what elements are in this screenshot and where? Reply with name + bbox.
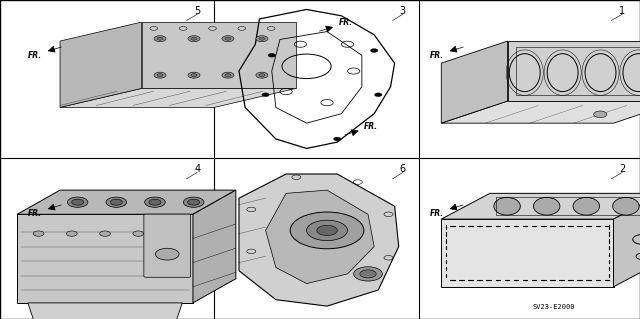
Circle shape xyxy=(154,72,166,78)
Circle shape xyxy=(33,231,44,236)
Circle shape xyxy=(188,199,200,205)
Circle shape xyxy=(133,231,143,236)
Text: FR.: FR. xyxy=(339,18,353,27)
Text: FR.: FR. xyxy=(28,51,42,60)
Circle shape xyxy=(371,49,378,52)
Polygon shape xyxy=(17,190,236,214)
Text: FR.: FR. xyxy=(364,122,378,131)
Circle shape xyxy=(222,72,234,78)
Text: 1: 1 xyxy=(620,6,625,16)
Circle shape xyxy=(156,248,179,260)
Circle shape xyxy=(225,37,231,40)
Polygon shape xyxy=(239,174,399,306)
Circle shape xyxy=(256,36,268,42)
Text: FR.: FR. xyxy=(28,209,42,218)
Circle shape xyxy=(360,270,376,278)
Polygon shape xyxy=(28,303,182,319)
Polygon shape xyxy=(266,190,374,284)
Ellipse shape xyxy=(573,197,600,215)
Polygon shape xyxy=(442,219,614,287)
Text: FR.: FR. xyxy=(430,209,444,218)
Polygon shape xyxy=(193,190,236,303)
Circle shape xyxy=(259,37,265,40)
Circle shape xyxy=(72,199,84,205)
Circle shape xyxy=(67,197,88,207)
Circle shape xyxy=(333,137,341,141)
Polygon shape xyxy=(614,193,640,287)
Ellipse shape xyxy=(494,197,520,215)
Polygon shape xyxy=(442,193,640,219)
Ellipse shape xyxy=(612,197,639,215)
Text: 3: 3 xyxy=(400,6,406,16)
Circle shape xyxy=(268,53,275,57)
Circle shape xyxy=(262,93,269,97)
Circle shape xyxy=(191,37,197,40)
Circle shape xyxy=(157,37,163,40)
Text: 5: 5 xyxy=(194,6,200,16)
Circle shape xyxy=(317,225,337,235)
Circle shape xyxy=(157,74,163,77)
Text: 6: 6 xyxy=(400,164,406,174)
Ellipse shape xyxy=(534,197,560,215)
Text: 2: 2 xyxy=(620,164,625,174)
Polygon shape xyxy=(442,101,640,123)
Circle shape xyxy=(354,267,382,281)
FancyBboxPatch shape xyxy=(144,214,191,277)
Circle shape xyxy=(145,197,165,207)
Circle shape xyxy=(290,212,364,249)
Text: FR.: FR. xyxy=(430,51,444,60)
Circle shape xyxy=(374,93,382,97)
Text: 4: 4 xyxy=(194,164,200,174)
Circle shape xyxy=(67,231,77,236)
Circle shape xyxy=(188,36,200,42)
Circle shape xyxy=(188,72,200,78)
Circle shape xyxy=(166,231,177,236)
Polygon shape xyxy=(141,22,296,88)
Circle shape xyxy=(110,199,122,205)
Circle shape xyxy=(256,72,268,78)
Text: SV23-E2000: SV23-E2000 xyxy=(532,304,575,310)
Circle shape xyxy=(259,74,265,77)
Polygon shape xyxy=(508,41,640,101)
Circle shape xyxy=(191,74,197,77)
Circle shape xyxy=(154,36,166,42)
Circle shape xyxy=(594,111,607,118)
Polygon shape xyxy=(442,41,508,123)
Circle shape xyxy=(106,197,127,207)
Circle shape xyxy=(225,74,231,77)
Circle shape xyxy=(149,199,161,205)
Circle shape xyxy=(307,220,348,241)
Polygon shape xyxy=(17,214,193,303)
Circle shape xyxy=(222,36,234,42)
Circle shape xyxy=(183,197,204,207)
Circle shape xyxy=(100,231,111,236)
Polygon shape xyxy=(60,22,141,108)
Polygon shape xyxy=(60,88,296,108)
